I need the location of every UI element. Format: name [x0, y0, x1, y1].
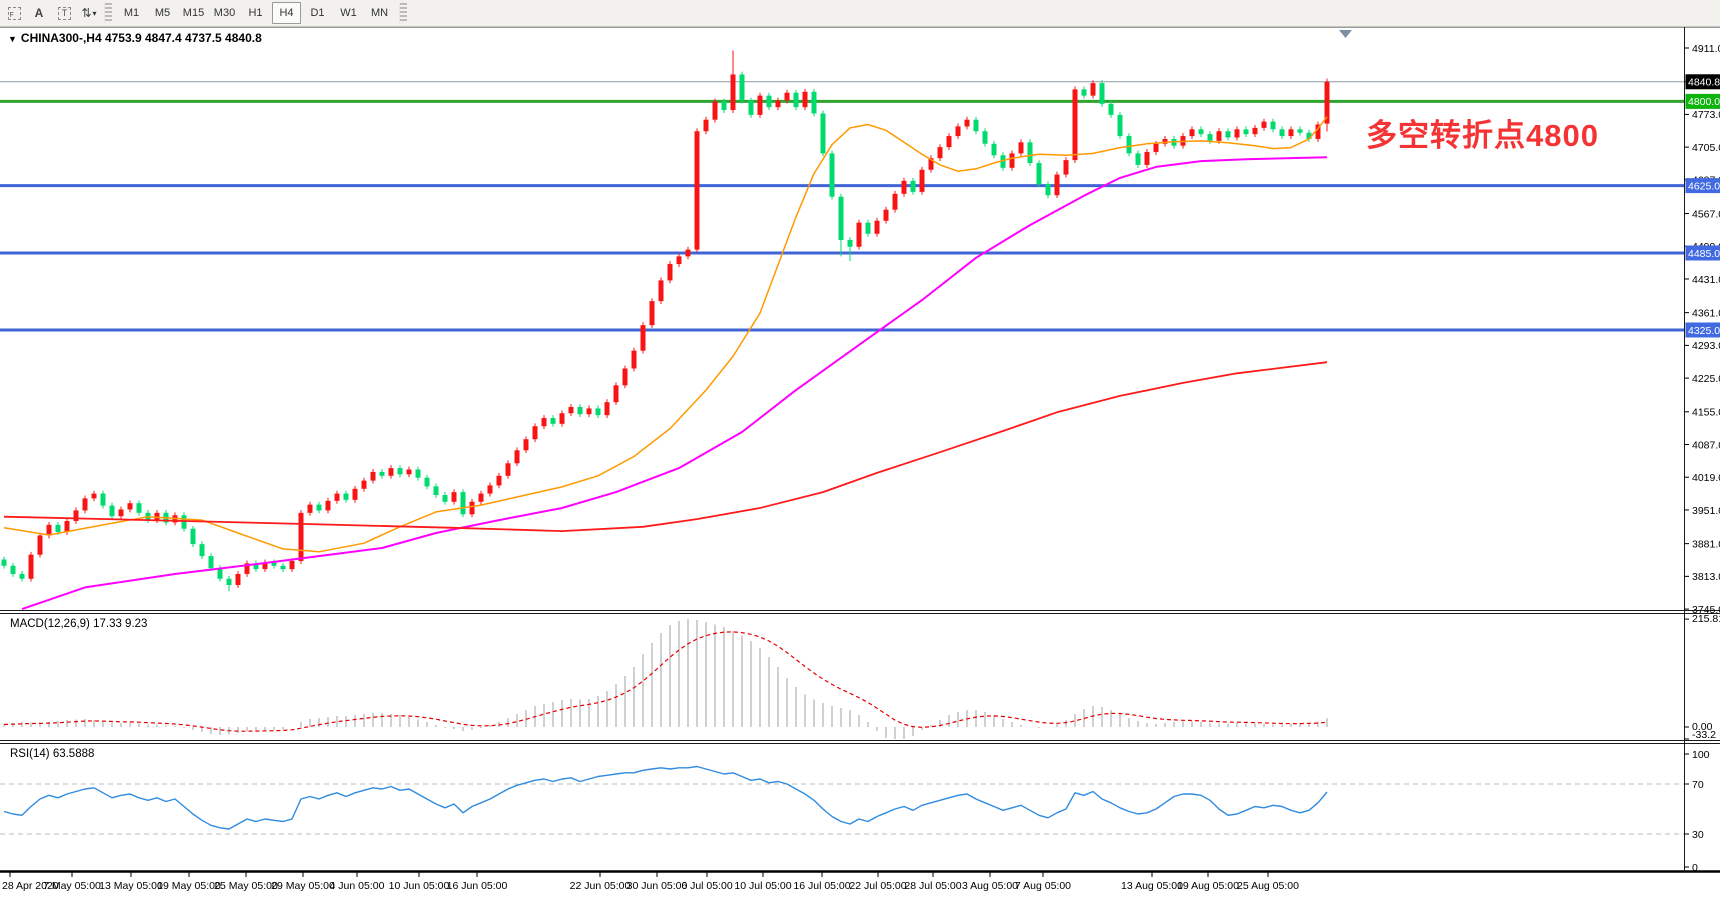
time-axis-label: 22 Jul 05:00 — [849, 880, 906, 892]
rsi-axis-label: 100 — [1692, 749, 1710, 761]
macd-histogram — [4, 619, 1327, 739]
dashed-box-f-icon[interactable]: F — [3, 3, 25, 23]
macd-indicator-label: MACD(12,26,9) 17.33 9.23 — [10, 618, 147, 630]
price-tick-label: 3813.0 — [1692, 571, 1720, 583]
price-tick-label: 4293.0 — [1692, 340, 1720, 352]
time-axis-label: 3 Aug 05:00 — [962, 880, 1018, 892]
chart-text-annotation: 多空转折点4800 — [1366, 110, 1599, 155]
toolbar-grip[interactable] — [399, 3, 407, 23]
time-axis-label: 7 May 05:00 — [43, 880, 101, 892]
time-axis-label: 25 May 05:00 — [214, 880, 278, 892]
chart-shift-marker-icon[interactable] — [1339, 30, 1352, 38]
time-axis-label: 6 Jul 05:00 — [681, 880, 733, 892]
timeframe-button-m5[interactable]: M5 — [148, 2, 177, 24]
price-tick-label: 4361.0 — [1692, 307, 1720, 319]
price-tag-label: 4625.0 — [1688, 180, 1720, 192]
ma-fast-orange — [4, 117, 1327, 552]
price-tick-label: 4087.0 — [1692, 439, 1720, 451]
price-tag-label: 4800.0 — [1688, 96, 1720, 108]
symbol-label[interactable]: ▼ CHINA300-,H4 4753.9 4847.4 4737.5 4840.… — [8, 31, 262, 45]
letter-a-icon[interactable]: A — [28, 3, 50, 23]
rsi-axis-label: 0 — [1692, 862, 1698, 874]
price-tick-label: 3951.0 — [1692, 505, 1720, 517]
time-axis-label: 16 Jun 05:00 — [447, 880, 508, 892]
price-tick-label: 3881.0 — [1692, 538, 1720, 550]
arrows-icon[interactable]: ⇅▾ — [78, 3, 100, 23]
timeframe-button-m15[interactable]: M15 — [179, 2, 208, 24]
dropdown-caret-icon[interactable]: ▾ — [93, 9, 97, 18]
macd-axis-label: 215.81 — [1692, 613, 1720, 625]
price-tag-label: 4840.8 — [1688, 77, 1720, 89]
time-axis-label: 19 May 05:00 — [157, 880, 221, 892]
time-axis-label: 4 Jun 05:00 — [330, 880, 385, 892]
symbol-ohlc-text: CHINA300-,H4 4753.9 4847.4 4737.5 4840.8 — [21, 31, 262, 45]
ma-slow-red — [4, 362, 1327, 531]
price-tick-label: 4155.0 — [1692, 407, 1720, 419]
symbol-dropdown-icon[interactable]: ▼ — [8, 34, 17, 44]
time-axis-label: 19 Aug 05:00 — [1177, 880, 1239, 892]
timeframe-button-m1[interactable]: M1 — [117, 2, 146, 24]
timeframe-button-h4[interactable]: H4 — [272, 2, 301, 24]
rsi-line — [4, 767, 1327, 830]
ma-mid-magenta — [22, 157, 1327, 609]
macd-axis-label: -33.2 — [1692, 729, 1716, 741]
chart-canvas[interactable]: 4911.04841.04773.04705.04637.04567.04499… — [0, 27, 1720, 892]
time-axis-label: 28 Jul 05:00 — [904, 880, 961, 892]
time-axis-label: 13 Aug 05:00 — [1121, 880, 1183, 892]
price-tick-label: 4225.0 — [1692, 373, 1720, 385]
time-axis-label: 10 Jun 05:00 — [389, 880, 450, 892]
timeframe-button-d1[interactable]: D1 — [303, 2, 332, 24]
time-axis-label: 7 Aug 05:00 — [1015, 880, 1071, 892]
candle-series — [2, 50, 1330, 591]
price-tick-label: 4705.0 — [1692, 142, 1720, 154]
macd-signal-line — [4, 632, 1327, 731]
letter-t-icon[interactable]: T — [53, 3, 75, 23]
price-tag-label: 4485.0 — [1688, 248, 1720, 260]
chart-window: 4911.04841.04773.04705.04637.04567.04499… — [0, 27, 1720, 892]
price-tick-label: 4019.0 — [1692, 472, 1720, 484]
time-axis-label: 22 Jun 05:00 — [570, 880, 631, 892]
time-axis-label: 10 Jul 05:00 — [734, 880, 791, 892]
time-axis-label: 29 May 05:00 — [271, 880, 335, 892]
timeframe-button-h1[interactable]: H1 — [241, 2, 270, 24]
price-tick-label: 4567.0 — [1692, 208, 1720, 220]
timeframe-button-m30[interactable]: M30 — [210, 2, 239, 24]
rsi-axis-label: 70 — [1692, 779, 1704, 791]
time-axis-label: 30 Jun 05:00 — [627, 880, 688, 892]
toolbar-grip[interactable] — [104, 3, 112, 23]
rsi-indicator-label: RSI(14) 63.5888 — [10, 748, 94, 760]
time-axis-label: 16 Jul 05:00 — [793, 880, 850, 892]
timeframe-button-mn[interactable]: MN — [365, 2, 394, 24]
time-axis-label: 13 May 05:00 — [99, 880, 163, 892]
rsi-axis-label: 30 — [1692, 829, 1704, 841]
price-tick-label: 4431.0 — [1692, 274, 1720, 286]
price-tick-label: 4911.0 — [1692, 43, 1720, 55]
time-axis-label: 25 Aug 05:00 — [1237, 880, 1299, 892]
timeframe-button-w1[interactable]: W1 — [334, 2, 363, 24]
price-tag-label: 4325.0 — [1688, 325, 1720, 337]
price-tick-label: 4773.0 — [1692, 109, 1720, 121]
